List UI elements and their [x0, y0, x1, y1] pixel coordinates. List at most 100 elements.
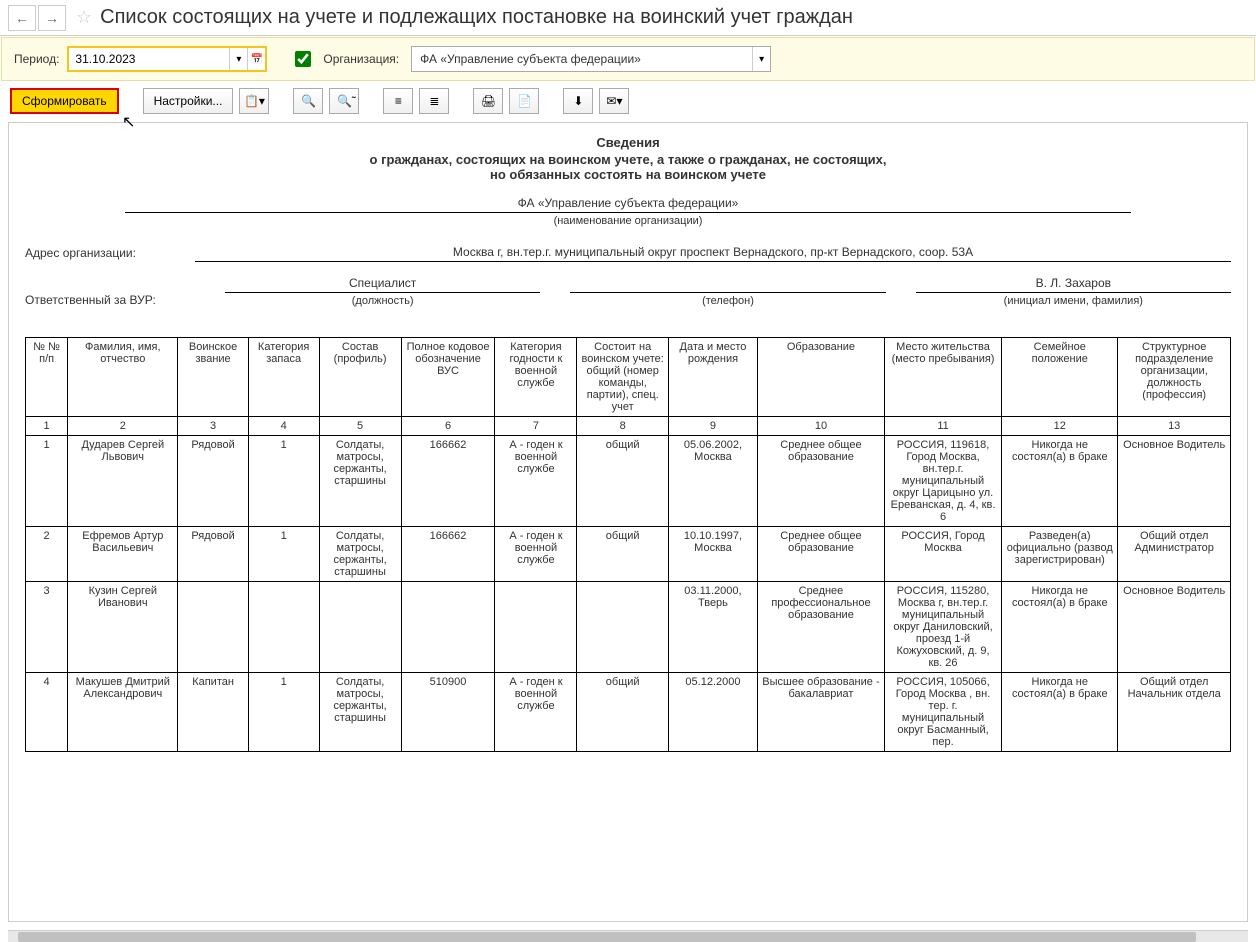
period-calendar-button[interactable]: 📅: [247, 48, 265, 70]
cell: 2: [26, 527, 68, 582]
period-field: ▾ 📅: [67, 46, 267, 72]
settings-button[interactable]: Настройки...: [143, 88, 234, 114]
col-number: 10: [758, 417, 885, 436]
cell: общий: [577, 673, 668, 752]
col-number: 12: [1002, 417, 1118, 436]
collapse-button[interactable]: ≣: [419, 88, 449, 114]
cell: Общий отдел Начальник отдела: [1118, 673, 1231, 752]
col-header: Категория годности к военной службе: [495, 338, 577, 417]
toolbar: Сформировать Настройки... 📋▾ 🔍 🔍̃ ≡ ≣ 🖨 …: [0, 82, 1256, 120]
cell: Солдаты, матросы, сержанты, старшины: [319, 673, 401, 752]
col-number: 6: [401, 417, 495, 436]
cell: 1: [248, 527, 319, 582]
report-area: Сведения о гражданах, состоящих на воинс…: [8, 122, 1248, 922]
page-title: Список состоящих на учете и подлежащих п…: [100, 6, 853, 29]
nav-forward-button[interactable]: →: [38, 5, 66, 31]
nav-back-button[interactable]: ←: [8, 5, 36, 31]
cell: Никогда не состоял(а) в браке: [1002, 673, 1118, 752]
col-number: 7: [495, 417, 577, 436]
address-row: Адрес организации: Москва г, вн.тер.г. м…: [25, 245, 1231, 262]
cell: [178, 582, 248, 673]
cell: Капитан: [178, 673, 248, 752]
cell: 4: [26, 673, 68, 752]
cell: А - годен к военной службе: [495, 527, 577, 582]
col-number: 2: [68, 417, 178, 436]
period-input[interactable]: [69, 48, 229, 70]
find-next-button[interactable]: 🔍̃: [329, 88, 359, 114]
cell: [319, 582, 401, 673]
responsible-label: Ответственный за ВУР:: [25, 293, 195, 307]
cell: Ефремов Артур Васильевич: [68, 527, 178, 582]
find-button[interactable]: 🔍: [293, 88, 323, 114]
col-header: Фамилия, имя, отчество: [68, 338, 178, 417]
cell: А - годен к военной службе: [495, 673, 577, 752]
cell: А - годен к военной службе: [495, 436, 577, 527]
preview-button[interactable]: 📄: [509, 88, 539, 114]
cell: Основное Водитель: [1118, 436, 1231, 527]
period-dropdown-button[interactable]: ▾: [229, 48, 247, 70]
cell: 166662: [401, 527, 495, 582]
cell: Макушев Дмитрий Александрович: [68, 673, 178, 752]
cell: Никогда не состоял(а) в браке: [1002, 582, 1118, 673]
cell: Разведен(а) официально (развод зарегистр…: [1002, 527, 1118, 582]
responsible-row: Ответственный за ВУР: Специалист (должно…: [25, 276, 1231, 307]
responsible-phone: [570, 277, 885, 293]
cell: Солдаты, матросы, сержанты, старшины: [319, 436, 401, 527]
col-header: Образование: [758, 338, 885, 417]
table-header-row: № № п/пФамилия, имя, отчествоВоинское зв…: [26, 338, 1231, 417]
cell: Дударев Сергей Львович: [68, 436, 178, 527]
cell: [248, 582, 319, 673]
col-number: 3: [178, 417, 248, 436]
table-body: 1Дударев Сергей ЛьвовичРядовой1Солдаты, …: [26, 436, 1231, 752]
col-header: Состав (профиль): [319, 338, 401, 417]
col-header: Категория запаса: [248, 338, 319, 417]
responsible-phone-caption: (телефон): [570, 295, 885, 307]
col-header: Воинское звание: [178, 338, 248, 417]
org-select-value: ФА «Управление субъекта федерации»: [412, 48, 752, 70]
col-number: 5: [319, 417, 401, 436]
responsible-name: В. Л. Захаров: [916, 276, 1231, 293]
table-row: 4Макушев Дмитрий АлександровичКапитан1Со…: [26, 673, 1231, 752]
org-select-dropdown-button[interactable]: ▾: [752, 47, 770, 71]
horizontal-scrollbar[interactable]: [8, 930, 1248, 942]
cell: Среднее общее образование: [758, 527, 885, 582]
org-label: Организация:: [323, 52, 399, 66]
generate-button[interactable]: Сформировать: [10, 88, 119, 114]
table-row: 3Кузин Сергей Иванович03.11.2000, ТверьС…: [26, 582, 1231, 673]
col-header: Состоит на воинском учете: общий (номер …: [577, 338, 668, 417]
cell: РОССИЯ, 105066, Город Москва , вн. тер. …: [884, 673, 1001, 752]
settings-dropdown-button[interactable]: 📋▾: [239, 88, 269, 114]
period-label: Период:: [14, 52, 59, 66]
cell: 1: [26, 436, 68, 527]
cell: [495, 582, 577, 673]
cell: 3: [26, 582, 68, 673]
cell: Высшее образование - бакалавриат: [758, 673, 885, 752]
cell: 03.11.2000, Тверь: [668, 582, 757, 673]
cell: 1: [248, 673, 319, 752]
cell: Рядовой: [178, 527, 248, 582]
save-button[interactable]: ⬇: [563, 88, 593, 114]
col-number: 1: [26, 417, 68, 436]
org-filter-checkbox[interactable]: [295, 51, 311, 67]
col-header: Семейное положение: [1002, 338, 1118, 417]
expand-button[interactable]: ≡: [383, 88, 413, 114]
col-header: Дата и место рождения: [668, 338, 757, 417]
cell: 05.12.2000: [668, 673, 757, 752]
cell: Общий отдел Администратор: [1118, 527, 1231, 582]
report-org-caption: (наименование организации): [25, 215, 1231, 227]
favorite-star-icon[interactable]: ☆: [76, 7, 92, 28]
col-number: 8: [577, 417, 668, 436]
org-select[interactable]: ФА «Управление субъекта федерации» ▾: [411, 46, 771, 72]
cell: Никогда не состоял(а) в браке: [1002, 436, 1118, 527]
col-header: Полное кодовое обозначение ВУС: [401, 338, 495, 417]
cell: 1: [248, 436, 319, 527]
print-button[interactable]: 🖨: [473, 88, 503, 114]
cell: [577, 582, 668, 673]
cell: Кузин Сергей Иванович: [68, 582, 178, 673]
col-header: Структурное подразделение организации, д…: [1118, 338, 1231, 417]
col-header: № № п/п: [26, 338, 68, 417]
cell: Среднее общее образование: [758, 436, 885, 527]
scrollbar-thumb[interactable]: [18, 932, 1196, 942]
email-button[interactable]: ✉▾: [599, 88, 629, 114]
report-title-1: Сведения: [25, 135, 1231, 150]
